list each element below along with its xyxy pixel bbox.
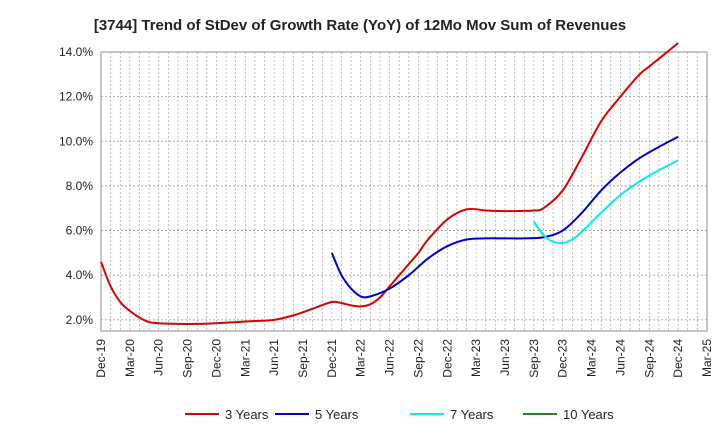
series-line-5-years <box>330 135 679 299</box>
legend-label: 5 Years <box>315 407 359 422</box>
x-tick-label: Sep-24 <box>642 339 656 378</box>
x-tick-label: Jun-21 <box>267 339 281 376</box>
legend-label: 10 Years <box>563 407 614 422</box>
x-tick-label: Mar-25 <box>700 339 714 377</box>
x-tick-label: Jun-24 <box>613 339 627 376</box>
y-tick-label: 14.0% <box>59 45 93 59</box>
x-tick-label: Jun-20 <box>152 339 166 376</box>
x-tick-label: Dec-19 <box>94 339 108 378</box>
series-line-3-years <box>100 42 679 325</box>
x-tick-label: Sep-22 <box>411 339 425 378</box>
x-tick-label: Mar-22 <box>354 339 368 377</box>
y-axis: 2.0% 4.0% 6.0% 8.0% 10.0% 12.0% 14.0% <box>59 45 93 327</box>
y-tick-label: 8.0% <box>66 179 94 193</box>
x-tick-label: Mar-24 <box>585 339 599 377</box>
x-tick-label: Mar-21 <box>238 339 252 377</box>
legend-label: 3 Years <box>225 407 269 422</box>
y-tick-label: 6.0% <box>66 224 94 238</box>
x-tick-label: Dec-24 <box>671 339 685 378</box>
plot-frame <box>100 51 708 332</box>
x-tick-label: Dec-20 <box>209 339 223 378</box>
chart-title: [3744] Trend of StDev of Growth Rate (Yo… <box>94 17 626 34</box>
legend: 3 Years 5 Years 7 Years 10 Years <box>185 407 614 422</box>
y-tick-label: 2.0% <box>66 313 94 327</box>
y-tick-label: 4.0% <box>66 268 94 282</box>
x-tick-label: Mar-20 <box>123 339 137 377</box>
series-group <box>100 42 679 325</box>
x-tick-label: Jun-22 <box>383 339 397 376</box>
x-tick-label: Sep-21 <box>296 339 310 378</box>
legend-label: 7 Years <box>450 407 494 422</box>
y-tick-label: 12.0% <box>59 90 93 104</box>
x-tick-label: Dec-21 <box>325 339 339 378</box>
plot-area <box>100 51 708 332</box>
x-tick-label: Mar-23 <box>469 339 483 377</box>
x-tick-label: Dec-22 <box>440 339 454 378</box>
x-tick-label: Dec-23 <box>556 339 570 378</box>
x-tick-label: Sep-23 <box>527 339 541 378</box>
x-axis: Dec-19 Mar-20 Jun-20 Sep-20 Dec-20 Mar-21 Jun-… <box>94 339 714 378</box>
x-tick-label: Jun-23 <box>498 339 512 376</box>
x-tick-label: Sep-20 <box>181 339 195 378</box>
y-tick-label: 10.0% <box>59 134 93 148</box>
series-line-7-years <box>533 159 679 245</box>
